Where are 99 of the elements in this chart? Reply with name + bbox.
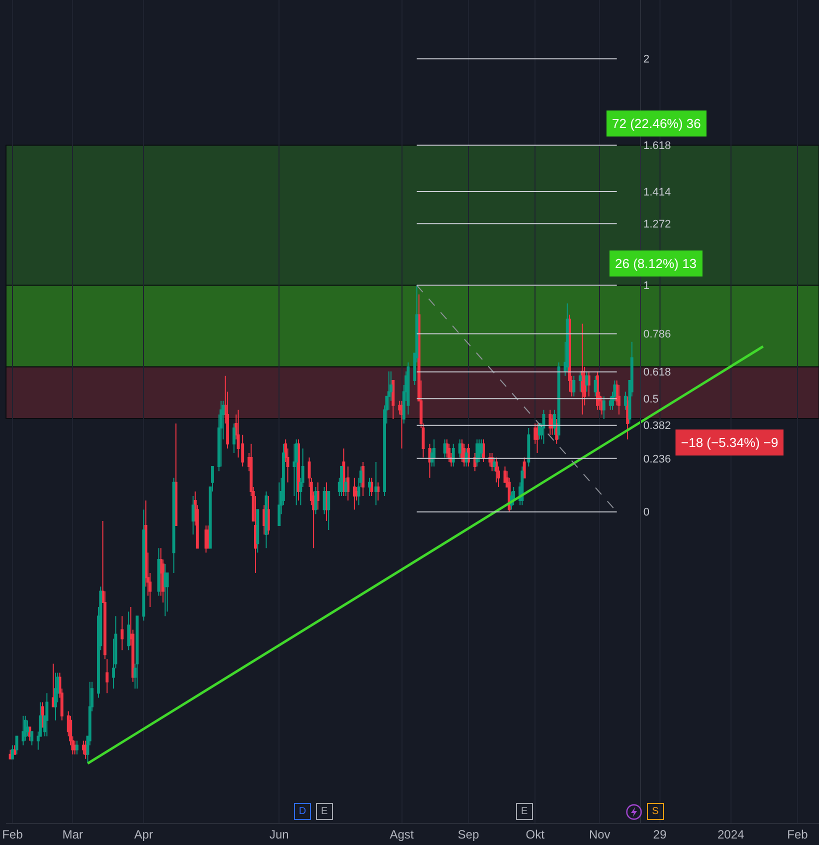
candlestick [462,443,466,468]
candlestick [522,457,526,478]
y-tick-label: 1.414 [643,186,671,198]
candlestick [392,380,395,420]
band-label: −18 (−5.34%) −9 [681,435,778,450]
y-tick-label: 2 [643,54,650,66]
candlestick [362,462,364,497]
annotation: D [298,806,306,817]
x-tick-label: Agst [390,827,414,842]
candlestick [52,663,55,708]
x-tick-label: 29 [653,827,667,842]
x-tick-label: Jun [269,827,289,842]
candlestick [262,504,266,536]
candlestick [82,740,85,755]
candlestick [594,375,597,397]
candlestick [316,482,320,510]
candlestick [327,490,330,531]
candlestick [127,611,130,651]
candlestick [278,482,281,526]
candlestick [192,496,195,536]
candlestick [452,443,455,468]
y-tick-label: 1 [643,280,650,292]
y-tick-label: 1.272 [643,218,671,230]
y-tick-label: 0.382 [643,420,671,432]
candlestick [374,462,378,506]
y-tick-label: 0.5 [643,393,659,406]
candlestick [73,740,76,755]
candlestick [536,423,539,454]
candlestick [142,509,146,622]
candlestick [572,375,576,397]
candlestick [76,740,78,755]
x-tick-label: Nov [588,827,610,842]
x-tick-label: Apr [134,827,153,842]
candlestick [618,384,620,415]
candlestick [480,438,483,458]
candlestick [466,443,470,468]
y-tick-label: 0.786 [643,328,671,341]
y-tick-label: 0 [643,506,650,519]
candlestick [626,396,630,440]
candlestick [174,423,178,526]
candlestick [512,486,516,506]
candlestick [84,740,88,760]
candlestick [492,457,496,472]
candlestick [400,400,404,449]
candlestick [443,438,446,458]
candlestick [136,616,139,690]
candlestick [314,486,318,515]
y-tick-label: 0.236 [643,453,671,466]
candlestick [232,423,236,454]
candlestick [520,466,524,506]
candlestick [428,443,432,478]
candlestick [473,452,476,472]
x-tick-label: Mar [62,827,84,842]
x-tick-label: 2024 [717,827,744,842]
candlestick [157,548,160,596]
candlestick [566,302,569,372]
candlestick [264,490,268,549]
candlestick [24,715,27,742]
candlestick [376,482,380,502]
y-tick-label: 0.618 [643,366,671,379]
annotation: E [321,806,328,817]
candlestick [432,438,436,468]
candlestick [490,452,494,472]
candlestick [578,370,582,392]
annotation: S [652,806,659,817]
candlestick [54,672,57,721]
candlestick [478,438,481,463]
candlestick [120,616,124,651]
band-label: 26 (8.12%) 13 [615,256,697,271]
candlestick [548,409,552,436]
candlestick [45,692,48,737]
x-tick-label: Sep [458,827,480,842]
candlestick [368,477,371,497]
candlestick [587,370,590,397]
candlestick [464,448,468,468]
candlestick [527,428,530,468]
candlestick [602,396,606,420]
x-tick-label: Feb [787,827,808,842]
candlestick [172,477,176,574]
candlestick [585,370,588,392]
candlestick [370,477,374,497]
candlestick [256,509,260,554]
candlestick [352,477,356,510]
x-tick-label: Okt [526,827,546,842]
candlestick [164,564,167,617]
candlestick [580,323,584,415]
candlestick [220,400,223,468]
y-tick-label: 1.618 [643,140,671,152]
candlestick [266,496,270,536]
candlestick [494,457,498,483]
candlestick [294,438,298,506]
candlestick [22,715,25,746]
x-tick-label: Feb [2,827,24,842]
candlestick [542,409,546,444]
annotation: E [521,806,528,817]
candlestick [448,443,451,463]
candlestick [106,658,109,694]
candlestick [458,438,462,458]
band-label: 72 (22.46%) 36 [612,116,701,131]
